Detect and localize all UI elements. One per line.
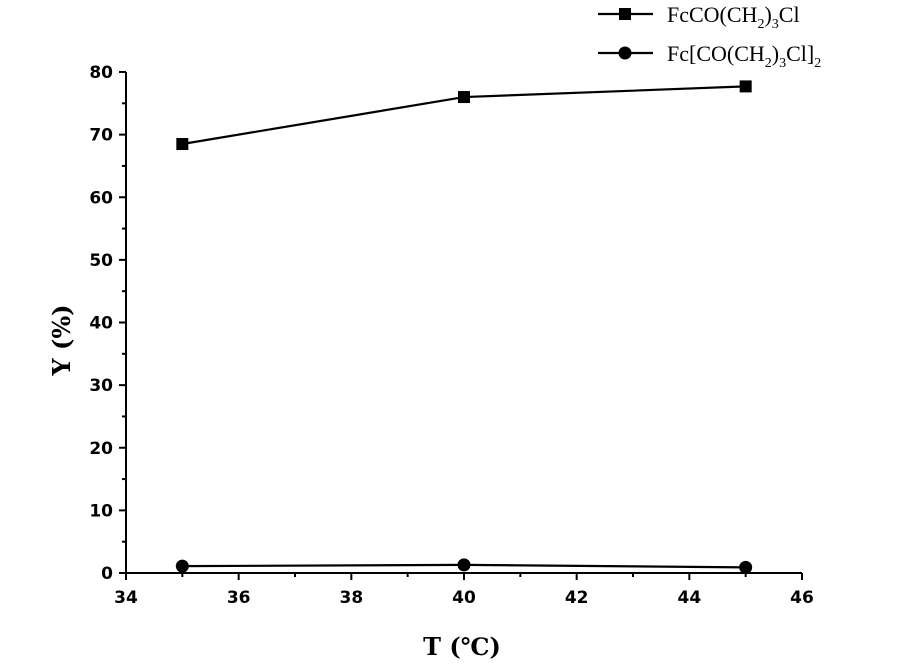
legend-marker: [618, 46, 632, 60]
x-tick-label: 38: [339, 588, 363, 608]
legend-label-part: Fc[CO(CH: [667, 41, 765, 66]
x-tick-label: 34: [114, 588, 138, 608]
data-point: [458, 91, 470, 104]
legend-label-part: ): [764, 2, 771, 27]
data-point: [176, 138, 189, 151]
legend-item-2: Fc[CO(CH2)3Cl]2: [598, 41, 821, 71]
legend-label: Fc[CO(CH2)3Cl]2: [667, 41, 821, 71]
y-tick-label: 80: [89, 63, 113, 83]
x-tick-label: 40: [452, 588, 476, 608]
data-point: [175, 559, 189, 573]
x-axis-title: T (℃): [423, 632, 501, 661]
legend-label-part: FcCO(CH: [667, 2, 758, 27]
legend-label-part: 2: [765, 56, 772, 71]
y-axis-title: Y (%): [47, 304, 76, 376]
data-point: [739, 560, 753, 574]
legend-label-part: 2: [757, 17, 764, 32]
data-point: [739, 80, 752, 93]
legend-label-part: Cl: [779, 2, 800, 27]
legend-label-part: 3: [779, 56, 786, 71]
y-tick-label: 0: [101, 564, 113, 584]
legend-label-part: ): [772, 41, 779, 66]
x-tick-label: 44: [677, 588, 701, 608]
x-tick-label: 46: [790, 588, 814, 608]
series-1: [176, 80, 752, 151]
legend-marker: [619, 8, 631, 20]
y-tick-label: 70: [89, 126, 113, 146]
series-2: [175, 558, 753, 574]
data-point: [457, 558, 471, 572]
y-tick-label: 10: [89, 501, 113, 521]
axes: 34 36 38 40 42 44 46 0 10 20 30 40 50 60 70 80: [89, 63, 814, 608]
legend-label: FcCO(CH2)3Cl: [667, 2, 800, 32]
legend-label-part: 3: [772, 17, 779, 32]
y-tick-label: 20: [89, 439, 113, 459]
legend-label-part: Cl]: [786, 41, 814, 66]
y-tick-label: 50: [89, 251, 113, 271]
y-tick-label: 60: [89, 188, 113, 208]
y-tick-label: 30: [89, 376, 113, 396]
x-tick-label: 42: [565, 588, 589, 608]
legend-item-1: FcCO(CH2)3Cl: [598, 2, 800, 32]
x-tick-label: 36: [227, 588, 251, 608]
plot-area: [175, 80, 753, 574]
legend-label-part: 2: [814, 56, 821, 71]
y-tick-label: 40: [89, 314, 113, 334]
